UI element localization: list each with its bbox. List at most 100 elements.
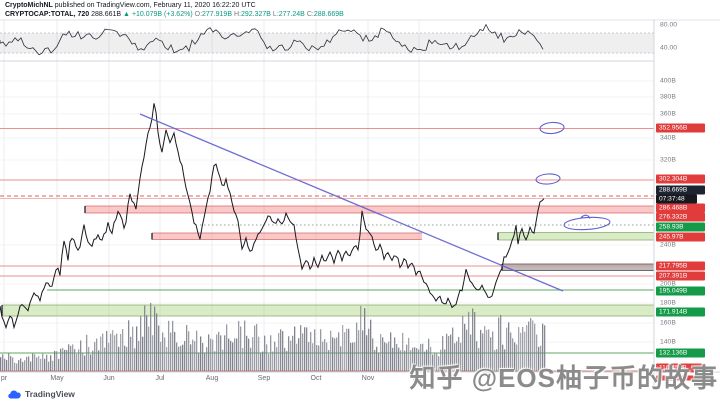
volume-bar <box>4 358 6 371</box>
volume-bar <box>136 326 138 371</box>
volume-bar <box>386 343 388 371</box>
support-zone-172[interactable] <box>2 305 654 316</box>
volume-bar <box>140 316 142 371</box>
volume-bar <box>66 350 68 371</box>
price-tick-label: 380B <box>660 93 676 101</box>
price-level-label: 302.304B <box>656 174 705 184</box>
volume-bar <box>320 329 322 371</box>
volume-bar <box>202 342 204 371</box>
volume-bar <box>14 362 16 371</box>
volume-bar <box>454 343 456 371</box>
ellipse-annotation-3[interactable] <box>563 216 611 231</box>
volume-bar <box>420 343 422 371</box>
volume-bar <box>284 347 286 371</box>
volume-bar <box>128 320 130 371</box>
volume-bar <box>278 332 280 371</box>
volume-bar <box>350 342 352 371</box>
volume-bar <box>414 347 416 371</box>
volume-bar <box>300 325 302 371</box>
volume-bar <box>232 342 234 371</box>
volume-bar <box>456 341 458 371</box>
volume-bar <box>474 312 476 371</box>
volume-bar <box>364 308 366 371</box>
volume-bar <box>392 347 394 371</box>
volume-bar <box>430 346 432 371</box>
volume-bar <box>510 332 512 371</box>
volume-bar <box>304 327 306 371</box>
volume-bar <box>218 331 220 371</box>
volume-bar <box>72 344 74 371</box>
volume-bar <box>346 328 348 371</box>
volume-bar <box>224 335 226 371</box>
price-level-label: 171.914B <box>656 307 705 317</box>
volume-bar <box>126 346 128 371</box>
volume-bar <box>426 349 428 371</box>
time-axis-label: Dec <box>412 375 426 382</box>
volume-bar <box>272 351 274 371</box>
volume-bar <box>34 354 36 371</box>
publish-byline: CryptoMichNL published on TradingView.co… <box>5 2 256 9</box>
volume-bar <box>506 327 508 371</box>
volume-bar <box>282 331 284 371</box>
volume-bar <box>28 356 30 371</box>
volume-bar <box>310 331 312 371</box>
price-level-label <box>656 375 705 381</box>
volume-bar <box>162 332 164 371</box>
volume-bar <box>240 326 242 371</box>
volume-bar <box>264 335 266 371</box>
volume-bar <box>130 336 132 371</box>
volume-bar <box>440 349 442 371</box>
byline-text: published on TradingView.com, February 1… <box>52 2 256 9</box>
volume-bar <box>190 344 192 371</box>
volume-bar <box>500 314 502 371</box>
volume-bar <box>536 334 538 371</box>
volume-bar <box>336 337 338 371</box>
volume-bar <box>144 305 146 371</box>
ellipse-annotation-1[interactable] <box>539 121 565 135</box>
volume-bar <box>172 320 174 371</box>
volume-bar <box>416 348 418 371</box>
time-axis-label: Sep <box>257 375 271 382</box>
volume-bar <box>524 331 526 371</box>
volume-bar <box>38 355 40 371</box>
volume-bar <box>118 346 120 371</box>
volume-bar <box>24 360 26 371</box>
volume-bar <box>296 343 298 371</box>
volume-bar <box>220 335 222 371</box>
price-tick-label: 80.00 <box>660 21 678 29</box>
volume-bar <box>114 335 116 371</box>
volume-bar <box>44 358 46 371</box>
volume-bar <box>394 337 396 371</box>
support-zone-259[interactable] <box>498 232 654 241</box>
price-tick-label: 340B <box>660 134 676 142</box>
support-zone-208[interactable] <box>502 264 654 271</box>
volume-bar <box>252 337 254 371</box>
volume-bar <box>6 360 8 371</box>
resistance-zone-246[interactable] <box>152 233 422 240</box>
time-axis-label: Oct <box>310 375 322 382</box>
descending-trendline[interactable] <box>139 113 564 292</box>
tradingview-attribution[interactable]: TradingView <box>8 389 75 399</box>
volume-bar <box>442 336 444 371</box>
volume-bar <box>528 321 530 371</box>
ellipse-annotation-2[interactable] <box>535 173 561 185</box>
volume-bar <box>348 328 350 371</box>
symbol-status-line[interactable]: CRYPTOCAP:TOTAL, 720 288.661B ▲ +10.079B… <box>5 11 344 18</box>
volume-bar <box>254 325 256 371</box>
volume-bar <box>444 349 446 371</box>
volume-bar <box>478 347 480 371</box>
last-price: 288.661B <box>91 11 122 18</box>
volume-bar <box>92 350 94 371</box>
volume-bar <box>352 342 354 371</box>
volume-bar <box>110 333 112 371</box>
volume-bar <box>302 333 304 371</box>
volume-bar <box>148 326 150 371</box>
volume-bar <box>428 338 430 371</box>
time-axis-label: pr <box>0 375 8 382</box>
volume-bar <box>330 330 332 371</box>
ohlc-open-value: 277.919B <box>202 11 232 18</box>
volume-bar <box>356 322 358 371</box>
price-tick-label: 240B <box>660 241 676 249</box>
